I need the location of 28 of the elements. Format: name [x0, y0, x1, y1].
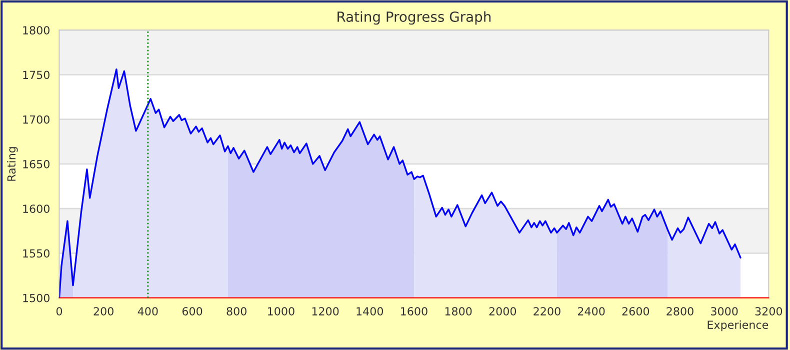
- line-series: [59, 68, 742, 298]
- chart-title: Rating Progress Graph: [338, 11, 491, 25]
- x-tick-label: 1600: [401, 307, 428, 316]
- y-tick-label: 1650: [23, 160, 50, 168]
- y-tick-label: 1750: [23, 70, 50, 80]
- x-tick-label: 1800: [445, 307, 472, 316]
- x-tick-label: 400: [138, 307, 158, 316]
- x-tick-label: 2200: [534, 307, 560, 316]
- y-tick-label: 1500: [23, 294, 50, 302]
- y-tick-label: 1700: [23, 115, 50, 124]
- x-tick-label: 2000: [489, 307, 516, 316]
- x-tick-label: 3000: [711, 307, 738, 316]
- x-tick-label: 200: [94, 307, 114, 316]
- y-axis-title: Rating: [7, 147, 18, 181]
- x-tick-label: 1200: [312, 307, 339, 316]
- x-tick-label: 2800: [666, 307, 694, 316]
- x-tick-label: 2400: [578, 307, 605, 316]
- x-tick-label: 2600: [622, 307, 650, 316]
- x-tick-label: 0: [56, 307, 62, 316]
- x-tick-label: 3200: [755, 307, 782, 316]
- y-tick-label: 1600: [23, 204, 50, 213]
- y-tick-label: 1550: [23, 249, 50, 258]
- x-axis-title: Experience: [708, 320, 768, 332]
- y-tick-label: 1800: [23, 26, 50, 34]
- x-tick-label: 1000: [268, 307, 294, 316]
- x-tick-label: 1400: [356, 307, 384, 316]
- x-tick-label: 800: [226, 307, 246, 316]
- x-tick-label: 600: [182, 307, 202, 316]
